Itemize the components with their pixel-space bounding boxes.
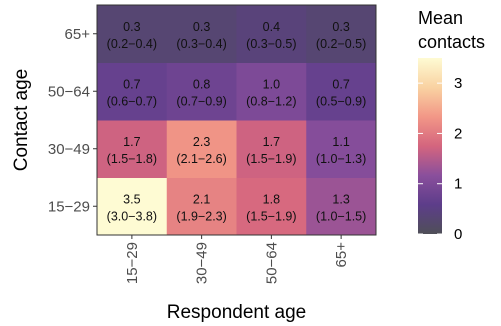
cell-65-50-64 bbox=[306, 62, 377, 121]
x-tick-label-65: 65+ bbox=[333, 242, 350, 268]
cell-ci-30-49-50-64: (0.7−0.9) bbox=[176, 94, 226, 108]
cell-65-65 bbox=[306, 5, 377, 63]
cell-ci-30-49-30-49: (2.1−2.6) bbox=[176, 152, 226, 166]
cell-15-29-30-49 bbox=[97, 120, 168, 178]
cell-15-29-15-29 bbox=[97, 177, 168, 236]
cell-value-50-64-50-64: 1.0 bbox=[263, 77, 280, 91]
cell-value-30-49-50-64: 0.8 bbox=[193, 77, 210, 91]
cell-ci-50-64-30-49: (1.5−1.9) bbox=[246, 152, 296, 166]
cell-value-15-29-50-64: 0.7 bbox=[123, 77, 140, 91]
cell-65-30-49 bbox=[306, 120, 377, 178]
cell-30-49-15-29 bbox=[166, 177, 237, 236]
cell-value-65-50-64: 0.7 bbox=[332, 77, 349, 91]
cell-ci-50-64-50-64: (0.8−1.2) bbox=[246, 94, 296, 108]
y-tick-label-30-49: 30−49 bbox=[48, 141, 90, 158]
cell-ci-30-49-15-29: (1.9−2.3) bbox=[176, 209, 226, 223]
cell-value-30-49-65: 0.3 bbox=[193, 20, 210, 34]
cell-value-65-65: 0.3 bbox=[332, 20, 349, 34]
colorbar-label-0: 0 bbox=[454, 226, 462, 243]
panel-border bbox=[96, 4, 377, 236]
y-tick-label-15-29: 15−29 bbox=[48, 198, 90, 215]
x-tick-label-50-64: 50−64 bbox=[263, 242, 280, 284]
colorbar-label-2: 2 bbox=[454, 125, 462, 142]
cell-value-50-64-65: 0.4 bbox=[263, 20, 280, 34]
colorbar-label-3: 3 bbox=[454, 75, 462, 92]
cell-ci-50-64-65: (0.3−0.5) bbox=[246, 37, 296, 51]
cell-15-29-50-64 bbox=[97, 62, 168, 121]
x-tick-label-15-29: 15−29 bbox=[124, 242, 141, 284]
legend-title-line-2: contacts bbox=[418, 32, 485, 52]
cell-value-15-29-15-29: 3.5 bbox=[123, 192, 140, 206]
cell-value-30-49-15-29: 2.1 bbox=[193, 192, 210, 206]
cell-value-30-49-30-49: 2.3 bbox=[193, 135, 210, 149]
cell-ci-65-30-49: (1.0−1.3) bbox=[316, 152, 366, 166]
cell-value-65-30-49: 1.1 bbox=[332, 135, 349, 149]
cell-ci-15-29-30-49: (1.5−1.8) bbox=[107, 152, 157, 166]
y-tick-label-50-64: 50−64 bbox=[48, 83, 90, 100]
cell-50-64-65 bbox=[236, 5, 307, 63]
cell-value-50-64-15-29: 1.8 bbox=[263, 192, 280, 206]
axis-ticks: 15−29 30−49 50−64 65+ 15−29 30−49 50−64 65+ bbox=[48, 26, 350, 284]
cell-value-50-64-30-49: 1.7 bbox=[263, 135, 280, 149]
cell-30-49-30-49 bbox=[166, 120, 237, 178]
cell-50-64-30-49 bbox=[236, 120, 307, 178]
cell-ci-65-65: (0.2−0.5) bbox=[316, 37, 366, 51]
y-tick-label-65: 65+ bbox=[65, 26, 91, 43]
cell-ci-30-49-65: (0.3−0.4) bbox=[176, 37, 226, 51]
cell-ci-50-64-15-29: (1.5−1.9) bbox=[246, 209, 296, 223]
cell-ci-65-15-29: (1.0−1.5) bbox=[316, 209, 366, 223]
cell-ci-15-29-50-64: (0.6−0.7) bbox=[107, 94, 157, 108]
cell-50-64-50-64 bbox=[236, 62, 307, 121]
heatmap-cells: 3.5 (3.0−3.8) 2.1 (1.9−2.3) 1.8 (1.5−1.9) 1.3 (… bbox=[97, 5, 377, 236]
x-axis-title: Respondent age bbox=[167, 302, 306, 323]
cell-ci-15-29-65: (0.2−0.4) bbox=[107, 37, 157, 51]
cell-ci-15-29-15-29: (3.0−3.8) bbox=[107, 209, 157, 223]
colorbar bbox=[418, 58, 442, 234]
cell-30-49-65 bbox=[166, 5, 237, 63]
cell-value-15-29-30-49: 1.7 bbox=[123, 135, 140, 149]
cell-value-15-29-65: 0.3 bbox=[123, 20, 140, 34]
cell-50-64-15-29 bbox=[236, 177, 307, 236]
cell-30-49-50-64 bbox=[166, 62, 237, 121]
y-axis-title: Contact age bbox=[11, 69, 32, 171]
cell-ci-65-50-64: (0.5−0.9) bbox=[316, 94, 366, 108]
colorbar-legend: Mean contacts 0 1 2 3 bbox=[418, 8, 485, 243]
cell-15-29-65 bbox=[97, 5, 168, 63]
cell-value-65-15-29: 1.3 bbox=[332, 192, 349, 206]
colorbar-label-1: 1 bbox=[454, 176, 462, 193]
legend-title-line-1: Mean bbox=[418, 8, 463, 28]
x-tick-label-30-49: 30−49 bbox=[194, 242, 211, 284]
cell-65-15-29 bbox=[306, 177, 377, 236]
